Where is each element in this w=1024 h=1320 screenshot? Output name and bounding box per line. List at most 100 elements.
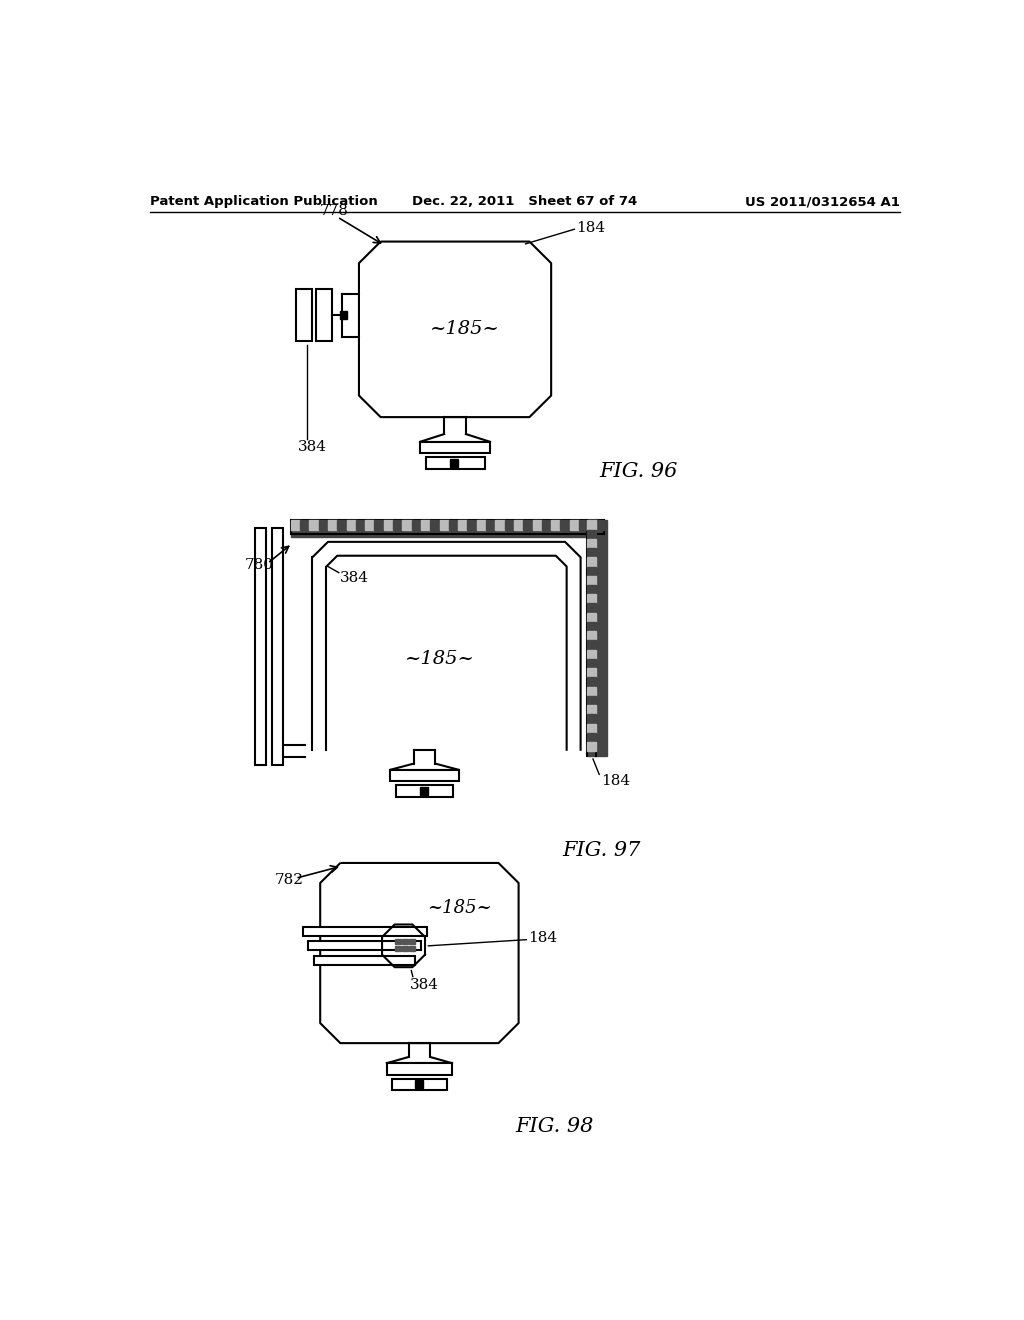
Bar	[587, 696, 596, 705]
Bar	[426, 457, 484, 469]
Bar	[595, 520, 604, 529]
Bar	[395, 946, 400, 952]
Text: 780: 780	[245, 558, 273, 572]
Polygon shape	[321, 863, 518, 1043]
Bar	[587, 576, 596, 585]
Bar	[467, 520, 477, 529]
Bar	[587, 723, 596, 733]
Bar	[587, 557, 596, 566]
Bar	[384, 520, 393, 529]
Bar	[291, 520, 604, 537]
Text: Dec. 22, 2011   Sheet 67 of 74: Dec. 22, 2011 Sheet 67 of 74	[413, 195, 637, 209]
Bar	[340, 312, 347, 319]
Bar	[587, 529, 596, 539]
Bar	[560, 520, 569, 529]
Bar	[328, 520, 337, 529]
Text: 184: 184	[528, 931, 557, 945]
Bar	[300, 520, 309, 529]
Text: 184: 184	[601, 775, 630, 788]
Polygon shape	[359, 242, 551, 417]
Bar	[523, 520, 532, 529]
Bar	[420, 442, 489, 453]
Bar	[551, 520, 560, 529]
Bar	[255, 528, 266, 766]
Bar	[587, 539, 596, 548]
Bar	[410, 946, 415, 952]
Bar	[309, 520, 318, 529]
Bar	[587, 603, 596, 612]
Bar	[366, 520, 375, 529]
Bar	[587, 594, 596, 603]
Bar	[421, 520, 430, 529]
Bar	[587, 649, 596, 659]
Bar	[395, 939, 400, 944]
Bar	[587, 566, 596, 576]
Text: 384: 384	[298, 441, 327, 454]
Bar	[412, 520, 421, 529]
Bar	[272, 528, 283, 766]
Bar	[439, 520, 449, 529]
Bar	[346, 520, 356, 529]
Bar	[396, 785, 454, 797]
Bar	[587, 668, 596, 677]
Bar	[587, 677, 596, 686]
Bar	[308, 941, 421, 950]
Bar	[430, 520, 439, 529]
Bar	[496, 520, 505, 529]
Bar	[458, 520, 467, 529]
Bar	[303, 927, 427, 936]
Bar	[587, 612, 596, 622]
Bar	[579, 520, 589, 529]
Bar	[569, 520, 579, 529]
Bar	[587, 686, 596, 696]
Bar	[477, 520, 486, 529]
Bar	[402, 939, 408, 944]
Bar	[387, 1063, 452, 1074]
Bar	[337, 520, 346, 529]
Bar	[587, 705, 596, 714]
Bar	[587, 548, 596, 557]
Bar	[532, 520, 542, 529]
Bar	[402, 946, 408, 952]
Text: FIG. 98: FIG. 98	[515, 1117, 594, 1137]
Bar	[587, 714, 596, 723]
Bar	[486, 520, 496, 529]
Bar	[587, 640, 596, 649]
Bar	[451, 459, 458, 467]
Bar	[587, 585, 596, 594]
Bar	[296, 289, 311, 342]
Bar	[356, 520, 366, 529]
Bar	[390, 770, 459, 781]
Bar	[316, 289, 332, 342]
Bar	[314, 956, 415, 965]
Text: US 2011/0312654 A1: US 2011/0312654 A1	[745, 195, 900, 209]
Text: Patent Application Publication: Patent Application Publication	[150, 195, 378, 209]
Bar	[587, 733, 596, 742]
Text: ~185~: ~185~	[430, 321, 500, 338]
Text: FIG. 97: FIG. 97	[562, 841, 640, 859]
Bar	[392, 1078, 446, 1090]
Text: 384: 384	[340, 572, 370, 585]
Bar	[291, 520, 300, 529]
Bar	[587, 622, 596, 631]
Bar	[587, 520, 596, 529]
Bar	[587, 520, 607, 756]
Text: 184: 184	[575, 220, 605, 235]
Bar	[505, 520, 514, 529]
Bar	[410, 939, 415, 944]
Text: 782: 782	[275, 873, 304, 887]
Text: FIG. 96: FIG. 96	[599, 462, 678, 480]
Text: 778: 778	[321, 203, 349, 218]
Bar	[402, 520, 412, 529]
Bar	[587, 659, 596, 668]
Bar	[415, 1081, 423, 1088]
Bar	[318, 520, 328, 529]
Text: ~185~: ~185~	[404, 651, 474, 668]
Bar	[587, 631, 596, 640]
Text: 384: 384	[410, 978, 438, 993]
Bar	[375, 520, 384, 529]
Polygon shape	[382, 924, 425, 968]
Bar	[393, 520, 402, 529]
Bar	[587, 742, 596, 751]
Bar	[420, 787, 428, 795]
